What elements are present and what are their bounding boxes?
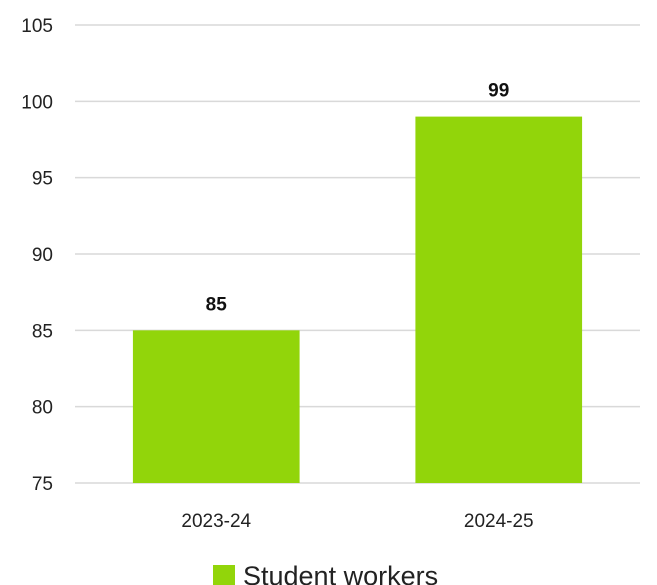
bars [132,116,583,483]
y-tick-label: 85 [32,321,53,342]
data-label: 85 [206,294,228,315]
y-tick-label: 80 [32,398,53,419]
legend-label: Student workers [243,561,438,585]
data-labels: 85 99 [206,81,510,316]
y-tick-label: 95 [32,169,53,190]
y-tick-label: 90 [32,245,53,266]
x-axis-ticks: 2023-24 2024-25 [181,511,533,532]
y-tick-label: 100 [21,92,53,113]
bar-2023-24 [132,330,300,483]
data-label: 99 [488,81,509,102]
y-tick-label: 105 [21,16,53,37]
legend-swatch [213,565,235,585]
x-tick-label: 2023-24 [181,511,251,532]
x-tick-label: 2024-25 [464,511,534,532]
legend: Student workers [213,561,438,585]
y-axis-ticks: 75 80 85 90 95 100 105 [21,16,53,495]
y-tick-label: 75 [32,474,53,495]
bar-2024-25 [415,116,583,483]
